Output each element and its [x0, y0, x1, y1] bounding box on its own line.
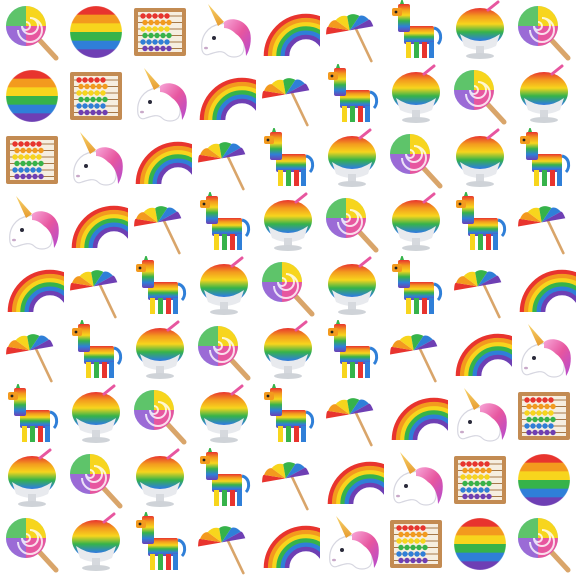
- unicorn-icon: [64, 128, 128, 192]
- abacus-icon: [64, 64, 128, 128]
- shaved-ice-icon: [384, 192, 448, 256]
- abacus-icon: [384, 512, 448, 576]
- unicorn-icon: [512, 320, 576, 384]
- unicorn-icon: [192, 0, 256, 64]
- abacus-icon: [512, 384, 576, 448]
- pinata-icon: [320, 64, 384, 128]
- rainbow-icon: [0, 256, 64, 320]
- lollipop-icon: [128, 384, 192, 448]
- unicorn-icon: [320, 512, 384, 576]
- shaved-ice-icon: [64, 384, 128, 448]
- shaved-ice-icon: [448, 128, 512, 192]
- pinata-icon: [128, 256, 192, 320]
- abacus-icon: [128, 0, 192, 64]
- pinata-icon: [128, 512, 192, 576]
- lollipop-icon: [64, 448, 128, 512]
- pinata-icon: [192, 192, 256, 256]
- rainbow-icon: [256, 512, 320, 576]
- lollipop-icon: [512, 0, 576, 64]
- abacus-icon: [448, 448, 512, 512]
- umbrella-icon: [320, 0, 384, 64]
- shaved-ice-icon: [192, 384, 256, 448]
- rainbow-icon: [448, 320, 512, 384]
- umbrella-icon: [512, 192, 576, 256]
- rainbow-icon: [320, 448, 384, 512]
- umbrella-icon: [192, 512, 256, 576]
- shaved-ice-icon: [64, 512, 128, 576]
- pinata-icon: [320, 320, 384, 384]
- lollipop-icon: [320, 192, 384, 256]
- shaved-ice-icon: [128, 320, 192, 384]
- shaved-ice-icon: [448, 0, 512, 64]
- lollipop-icon: [192, 320, 256, 384]
- unicorn-icon: [0, 192, 64, 256]
- rainbow-icon: [256, 0, 320, 64]
- rainbow-icon: [384, 384, 448, 448]
- lollipop-icon: [448, 64, 512, 128]
- shaved-ice-icon: [192, 256, 256, 320]
- pinata-icon: [384, 0, 448, 64]
- rainbow-ball-icon: [64, 0, 128, 64]
- shaved-ice-icon: [0, 448, 64, 512]
- shaved-ice-icon: [384, 64, 448, 128]
- shaved-ice-icon: [128, 448, 192, 512]
- shaved-ice-icon: [320, 256, 384, 320]
- umbrella-icon: [320, 384, 384, 448]
- pinata-icon: [0, 384, 64, 448]
- abacus-icon: [0, 128, 64, 192]
- umbrella-icon: [128, 192, 192, 256]
- lollipop-icon: [0, 512, 64, 576]
- rainbow-icon: [128, 128, 192, 192]
- pinata-icon: [192, 448, 256, 512]
- pinata-icon: [256, 128, 320, 192]
- unicorn-icon: [448, 384, 512, 448]
- rainbow-ball-icon: [512, 448, 576, 512]
- shaved-ice-icon: [256, 320, 320, 384]
- shaved-ice-icon: [512, 64, 576, 128]
- unicorn-icon: [384, 448, 448, 512]
- unicorn-icon: [128, 64, 192, 128]
- pinata-icon: [64, 320, 128, 384]
- umbrella-icon: [64, 256, 128, 320]
- pinata-icon: [384, 256, 448, 320]
- umbrella-icon: [384, 320, 448, 384]
- rainbow-ball-icon: [0, 64, 64, 128]
- umbrella-icon: [448, 256, 512, 320]
- lollipop-icon: [0, 0, 64, 64]
- umbrella-icon: [192, 128, 256, 192]
- lollipop-icon: [512, 512, 576, 576]
- rainbow-icon: [64, 192, 128, 256]
- rainbow-icon: [192, 64, 256, 128]
- shaved-ice-icon: [320, 128, 384, 192]
- umbrella-icon: [256, 64, 320, 128]
- pinata-icon: [256, 384, 320, 448]
- pinata-icon: [512, 128, 576, 192]
- shaved-ice-icon: [256, 192, 320, 256]
- rainbow-icon: [512, 256, 576, 320]
- pinata-icon: [448, 192, 512, 256]
- umbrella-icon: [0, 320, 64, 384]
- lollipop-icon: [384, 128, 448, 192]
- rainbow-ball-icon: [448, 512, 512, 576]
- lollipop-icon: [256, 256, 320, 320]
- umbrella-icon: [256, 448, 320, 512]
